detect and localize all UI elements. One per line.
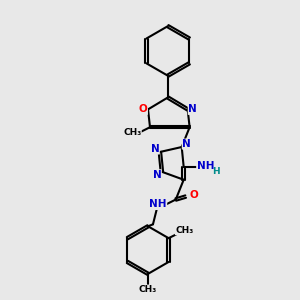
Text: H: H	[213, 167, 220, 176]
Text: NH: NH	[197, 161, 214, 171]
Text: N: N	[153, 170, 161, 180]
Text: CH₃: CH₃	[123, 128, 141, 137]
Text: O: O	[139, 104, 147, 114]
Text: N: N	[182, 139, 191, 149]
Text: O: O	[189, 190, 198, 200]
Text: CH₃: CH₃	[175, 226, 194, 235]
Text: NH: NH	[149, 200, 167, 209]
Text: N: N	[188, 104, 197, 114]
Text: N: N	[151, 144, 159, 154]
Text: CH₃: CH₃	[139, 285, 157, 294]
